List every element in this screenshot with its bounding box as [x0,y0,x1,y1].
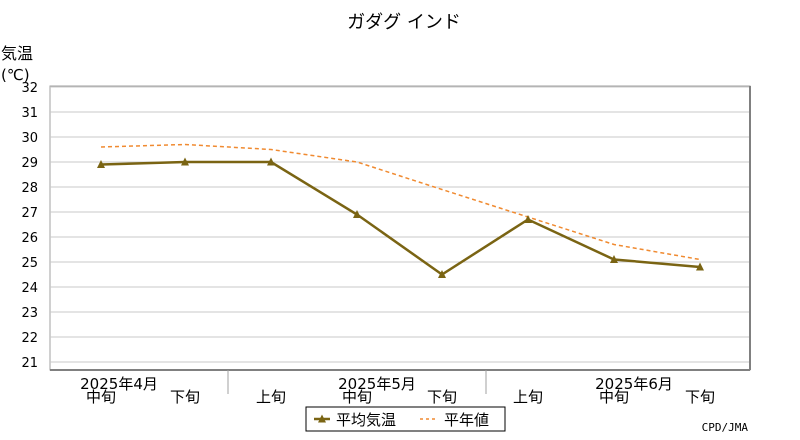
x-month-label: 2025年6月 [595,375,673,393]
y-tick-label: 21 [21,356,38,371]
x-tick-label: 中旬 [599,388,629,406]
legend: 平均気温 平年値 [305,406,506,432]
legend-label-normal: 平年値 [444,411,489,429]
y-tick-label: 22 [21,331,38,346]
plot-frame [49,85,751,371]
data-point-mean [353,210,361,218]
y-tick-label: 27 [21,206,38,221]
legend-box [305,406,506,432]
x-tick-label: 中旬 [86,388,116,406]
y-tick-label: 31 [21,106,38,121]
data-point-mean [267,157,275,166]
y-tick-label: 23 [21,306,38,321]
x-tick-label: 下旬 [685,388,715,406]
chart-title: ガダグ インド [347,12,461,33]
y-tick-label: 30 [21,131,38,146]
y-tick-label: 28 [21,181,38,196]
x-tick-label: 上旬 [513,388,543,406]
y-tick-label: 24 [21,281,38,296]
x-tick-label: 中旬 [342,388,372,406]
x-tick-label: 上旬 [256,388,286,406]
series-line-normal [100,143,701,261]
data-point-mean [524,215,532,223]
legend-marker-mean [318,414,326,423]
plot-area: 21 22 23 24 25 26 27 28 29 30 31 32 中旬 下旬 上旬 中旬 下旬 上旬 中旬 下旬… [21,81,751,432]
data-point-mean [181,157,189,166]
data-point-mean [97,160,105,168]
y-tick-label: 26 [21,231,38,246]
y-tick-label: 25 [21,256,38,271]
legend-label-mean: 平均気温 [336,411,396,429]
series-line-mean [100,160,701,277]
x-month-label: 2025年5月 [338,375,416,393]
source-credit: CPD/JMA [702,421,749,434]
y-tick-label: 32 [21,81,38,96]
x-month-label: 2025年4月 [80,375,158,393]
y-tick-label: 29 [21,156,38,171]
data-point-mean [438,270,446,278]
data-point-mean [610,255,618,263]
x-tick-label: 下旬 [170,388,200,406]
x-tick-label: 下旬 [427,388,457,406]
y-axis-unit: (℃) [1,66,30,84]
y-axis-label: 気温 [1,44,33,63]
data-point-mean [696,262,704,271]
